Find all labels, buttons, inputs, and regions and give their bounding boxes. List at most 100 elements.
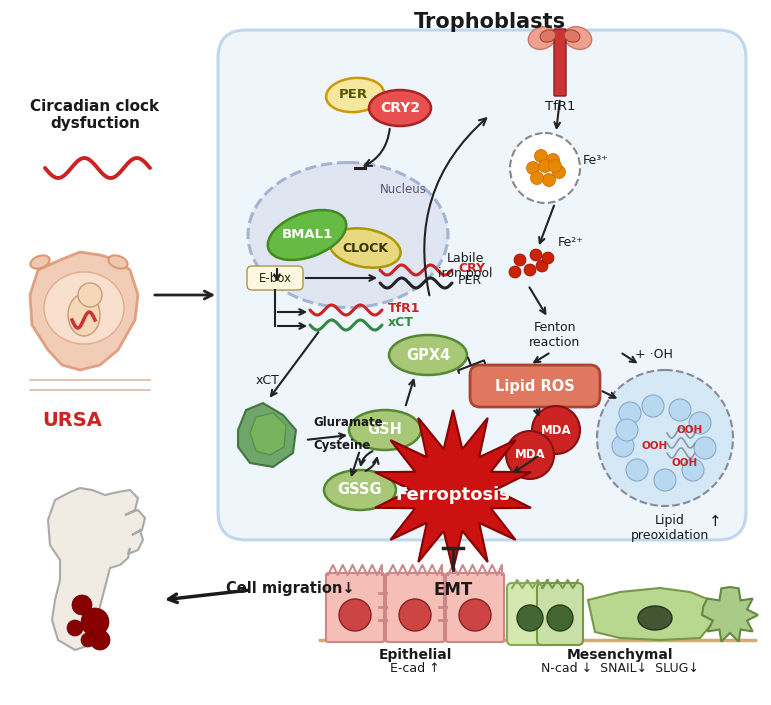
Circle shape: [81, 608, 109, 636]
Text: Lipid
preoxidation: Lipid preoxidation: [631, 514, 709, 542]
Ellipse shape: [564, 30, 580, 42]
FancyBboxPatch shape: [470, 365, 600, 407]
Circle shape: [78, 283, 102, 307]
Text: Cysteine: Cysteine: [313, 439, 370, 451]
Polygon shape: [250, 413, 286, 455]
Text: Gluramate: Gluramate: [313, 417, 382, 429]
Circle shape: [90, 630, 110, 650]
Ellipse shape: [528, 27, 556, 49]
Ellipse shape: [268, 210, 346, 260]
Circle shape: [694, 437, 716, 459]
FancyBboxPatch shape: [446, 573, 504, 642]
Text: TfR1: TfR1: [388, 302, 420, 314]
Text: ↑: ↑: [709, 514, 722, 529]
Circle shape: [534, 149, 547, 162]
Text: Ferroptosis: Ferroptosis: [396, 486, 510, 504]
Ellipse shape: [349, 410, 421, 450]
Text: TfR1: TfR1: [545, 100, 575, 113]
Circle shape: [510, 133, 580, 203]
Text: GPX4: GPX4: [406, 348, 450, 362]
Text: Nucleus: Nucleus: [379, 183, 426, 196]
Circle shape: [527, 161, 540, 175]
Text: GSSG: GSSG: [338, 482, 382, 498]
Circle shape: [538, 159, 551, 173]
Ellipse shape: [540, 30, 556, 42]
FancyBboxPatch shape: [507, 583, 553, 645]
Circle shape: [548, 159, 561, 173]
Ellipse shape: [30, 255, 49, 269]
Circle shape: [553, 166, 565, 178]
Circle shape: [506, 431, 554, 479]
Text: xCT: xCT: [256, 374, 280, 387]
Circle shape: [547, 605, 573, 631]
Polygon shape: [702, 587, 758, 642]
Text: Cell migration↓: Cell migration↓: [226, 580, 355, 596]
Text: N-cad ↓  SNAIL↓  SLUG↓: N-cad ↓ SNAIL↓ SLUG↓: [541, 662, 699, 675]
Circle shape: [654, 469, 676, 491]
Ellipse shape: [329, 228, 401, 268]
Text: OOH: OOH: [677, 425, 703, 435]
Ellipse shape: [109, 255, 128, 269]
Text: E-box: E-box: [258, 271, 291, 285]
Circle shape: [81, 633, 95, 647]
Circle shape: [597, 370, 733, 506]
Circle shape: [530, 171, 544, 185]
Text: OOH: OOH: [672, 458, 698, 468]
Circle shape: [514, 254, 526, 266]
FancyBboxPatch shape: [537, 583, 583, 645]
Circle shape: [542, 252, 554, 264]
Text: MDA: MDA: [515, 448, 545, 462]
Circle shape: [616, 419, 638, 441]
Text: CLOCK: CLOCK: [342, 242, 388, 255]
Text: Fe²⁺: Fe²⁺: [558, 235, 584, 248]
Circle shape: [532, 406, 580, 454]
Ellipse shape: [44, 272, 124, 344]
Text: GSH: GSH: [368, 422, 402, 438]
Circle shape: [399, 599, 431, 631]
Circle shape: [339, 599, 371, 631]
Circle shape: [72, 595, 92, 615]
Circle shape: [612, 435, 634, 457]
Ellipse shape: [68, 294, 100, 336]
FancyBboxPatch shape: [326, 573, 384, 642]
Text: PER: PER: [338, 89, 368, 102]
Text: CRY2: CRY2: [380, 101, 420, 115]
Circle shape: [669, 399, 691, 421]
Text: Fe³⁺: Fe³⁺: [583, 154, 609, 166]
Circle shape: [530, 249, 542, 261]
Ellipse shape: [564, 27, 591, 49]
Circle shape: [536, 260, 548, 272]
Ellipse shape: [638, 606, 672, 630]
Text: PER: PER: [458, 274, 482, 288]
Circle shape: [547, 154, 560, 166]
Ellipse shape: [389, 335, 467, 375]
Text: Epithelial: Epithelial: [379, 648, 452, 662]
Text: + ·OH: + ·OH: [635, 348, 673, 362]
Text: OOH: OOH: [642, 441, 668, 451]
FancyBboxPatch shape: [554, 29, 566, 96]
Text: Lipid ROS: Lipid ROS: [495, 379, 575, 393]
Circle shape: [619, 402, 641, 424]
Text: Fenton
reaction: Fenton reaction: [530, 321, 581, 349]
Text: Circadian clock
dysfuction: Circadian clock dysfuction: [30, 99, 160, 131]
Circle shape: [517, 605, 543, 631]
Polygon shape: [375, 410, 531, 570]
Text: MDA: MDA: [540, 424, 571, 436]
FancyBboxPatch shape: [218, 30, 746, 540]
Circle shape: [689, 412, 711, 434]
Text: CRY: CRY: [458, 262, 485, 274]
Ellipse shape: [324, 470, 396, 510]
Circle shape: [642, 395, 664, 417]
Circle shape: [67, 620, 83, 636]
Text: Labile
iron pool: Labile iron pool: [438, 252, 492, 280]
Text: Trophoblasts: Trophoblasts: [414, 12, 566, 32]
Polygon shape: [588, 588, 715, 640]
Ellipse shape: [326, 78, 384, 112]
Text: EMT: EMT: [433, 581, 473, 599]
Polygon shape: [238, 403, 296, 467]
Ellipse shape: [369, 90, 431, 126]
Circle shape: [626, 459, 648, 481]
FancyBboxPatch shape: [386, 573, 444, 642]
Circle shape: [509, 266, 521, 278]
Circle shape: [459, 599, 491, 631]
